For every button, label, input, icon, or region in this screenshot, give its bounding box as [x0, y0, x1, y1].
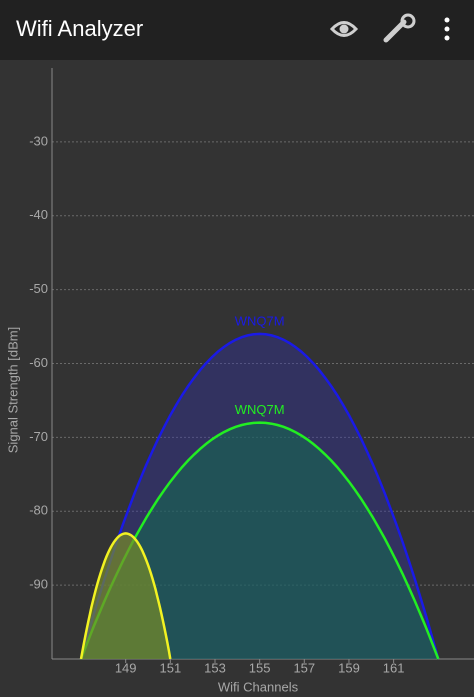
- menu-dot: [444, 17, 450, 23]
- overflow-menu[interactable]: [444, 17, 450, 41]
- network-label: WNQ7M: [235, 402, 285, 417]
- plot: -30 -40 -50 -60 -70 -80 -90 149 151 153 155 157 159 1…: [29, 68, 474, 675]
- eye-icon[interactable]: [329, 21, 359, 37]
- x-axis-label: Wifi Channels: [218, 679, 299, 694]
- app-title: Wifi Analyzer: [16, 16, 143, 41]
- y-tick-label: -80: [29, 503, 48, 518]
- x-tick-label: 149: [115, 660, 137, 675]
- y-tick-label: -30: [29, 133, 48, 148]
- x-tick-label: 151: [159, 660, 181, 675]
- network-curve: [79, 532, 172, 660]
- wrench-head: [400, 13, 416, 29]
- y-tick-label: -40: [29, 207, 48, 222]
- y-tick-label: -60: [29, 355, 48, 370]
- x-tick-label: 161: [383, 660, 405, 675]
- y-tick-label: -90: [29, 577, 48, 592]
- wrench-handle: [383, 19, 407, 43]
- eye-pupil: [339, 24, 349, 34]
- y-tick-label: -50: [29, 281, 48, 296]
- menu-dot: [444, 35, 450, 41]
- tools-icon[interactable]: [383, 13, 416, 43]
- network-label: WNQ7M: [235, 313, 285, 328]
- network-curve: [79, 332, 440, 660]
- y-axis-label: Signal Strength [dBm]: [5, 327, 20, 453]
- x-tick-label: 159: [338, 660, 360, 675]
- x-tick-label: 157: [293, 660, 315, 675]
- menu-dot: [444, 26, 450, 32]
- eye-outline: [329, 21, 359, 37]
- x-tick-label: 155: [249, 660, 271, 675]
- y-tick-label: -70: [29, 429, 48, 444]
- x-tick-label: 153: [204, 660, 226, 675]
- network-curve: [79, 421, 440, 660]
